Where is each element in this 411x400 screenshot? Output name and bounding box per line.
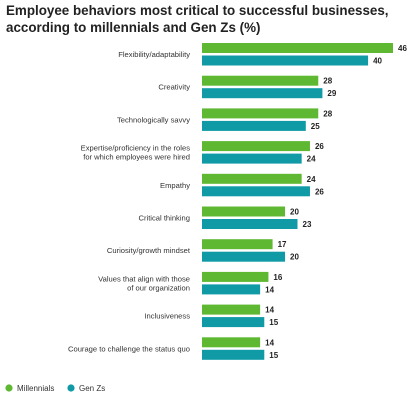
category-label: Curiosity/growth mindset	[107, 246, 191, 255]
value-label: 24	[307, 155, 316, 164]
bar-gen-zs	[202, 349, 265, 360]
value-label: 26	[315, 187, 324, 196]
value-label: 28	[323, 77, 332, 86]
legend-label: Millennials	[17, 384, 54, 393]
value-label: 14	[265, 285, 274, 294]
value-label: 16	[273, 273, 282, 282]
category-label: Values that align with those of our organ…	[98, 274, 190, 292]
value-label: 20	[290, 208, 299, 217]
bar-gen-zs	[202, 317, 265, 328]
bars	[202, 43, 393, 360]
value-label: 17	[278, 240, 287, 249]
value-label: 28	[323, 109, 332, 118]
value-label: 46	[398, 44, 407, 53]
value-label: 24	[307, 175, 316, 184]
category-label: Critical thinking	[139, 213, 191, 222]
category-label: Flexibility/adaptability	[118, 50, 190, 59]
bar-millennials	[202, 271, 269, 282]
bar-millennials	[202, 43, 393, 53]
bar-millennials	[202, 239, 273, 250]
value-label: 40	[373, 57, 382, 66]
bar-millennials	[202, 337, 261, 348]
category-label: Empathy	[160, 181, 190, 190]
bar-gen-zs	[202, 153, 302, 164]
value-label: 20	[290, 253, 299, 262]
bar-millennials	[202, 75, 319, 86]
bar-gen-zs	[202, 55, 369, 66]
value-label: 23	[303, 220, 312, 229]
value-label: 15	[269, 351, 278, 360]
value-label: 15	[269, 318, 278, 327]
category-label: Courage to challenge the status quo	[68, 344, 190, 353]
bar-millennials	[202, 108, 319, 119]
category-label: Inclusiveness	[144, 312, 190, 321]
value-label: 14	[265, 306, 274, 315]
bar-millennials	[202, 173, 302, 184]
bar-gen-zs	[202, 88, 323, 99]
legend-label: Gen Zs	[79, 384, 105, 393]
legend-swatch	[67, 384, 75, 392]
bar-gen-zs	[202, 186, 310, 197]
bar-gen-zs	[202, 251, 286, 262]
legend: Millennials Gen Zs	[5, 384, 105, 393]
chart-title: Employee behaviors most critical to succ…	[6, 3, 389, 35]
category-label: Technologically savvy	[117, 115, 190, 124]
category-label: Creativity	[158, 83, 190, 92]
bar-gen-zs	[202, 284, 261, 295]
bar-gen-zs	[202, 120, 306, 131]
bar-gen-zs	[202, 219, 298, 229]
bar-millennials	[202, 304, 261, 315]
bar-millennials	[202, 206, 286, 217]
category-labels: Flexibility/adaptability Creativity Techno…	[68, 50, 191, 353]
value-label: 29	[327, 89, 336, 98]
legend-swatch	[5, 384, 13, 392]
value-label: 25	[311, 122, 320, 131]
bar-millennials	[202, 141, 310, 152]
value-label: 26	[315, 142, 324, 151]
category-label: Expertise/proficiency in the roles for wh…	[81, 144, 191, 162]
value-label: 14	[265, 338, 274, 347]
